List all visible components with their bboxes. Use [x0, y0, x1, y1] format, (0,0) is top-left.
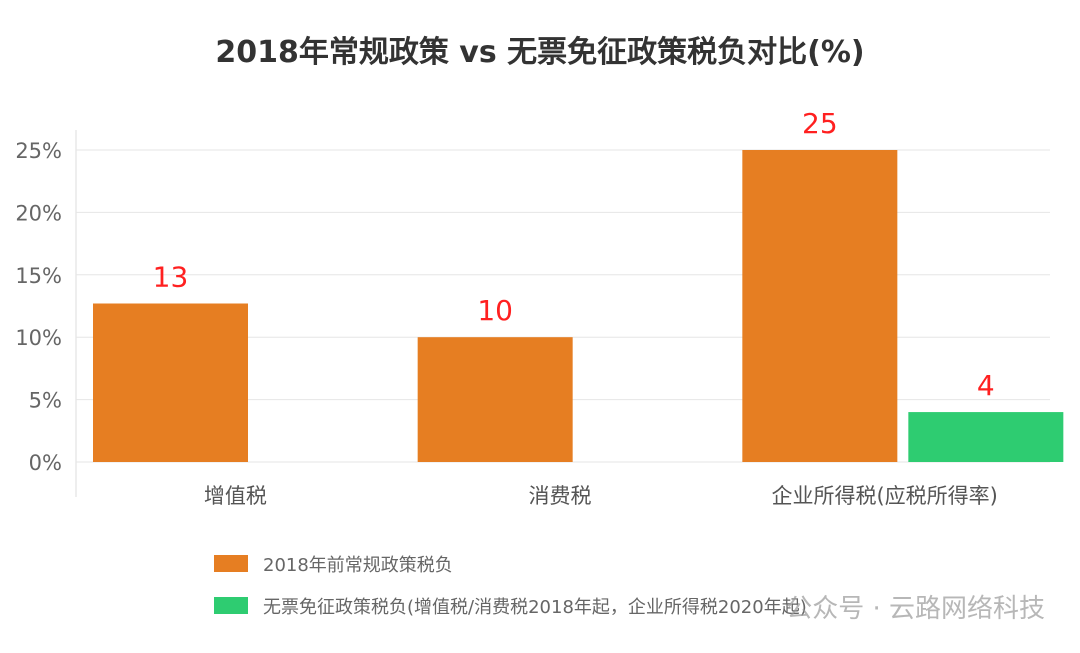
bar [742, 150, 898, 462]
y-tick-label: 0% [29, 451, 62, 475]
x-tick-label: 企业所得税(应税所得率) [771, 484, 997, 508]
y-tick-label: 10% [15, 326, 62, 350]
data-label: 4 [977, 369, 995, 402]
legend-label: 2018年前常规政策税负 [263, 555, 453, 576]
chart-title: 2018年常规政策 vs 无票免征政策税负对比(%) [215, 35, 864, 70]
y-tick-label: 15% [15, 264, 62, 288]
y-tick-label: 20% [15, 201, 62, 225]
x-tick-label: 增值税 [204, 484, 267, 508]
bar [908, 412, 1064, 462]
y-tick-label: 5% [29, 389, 62, 413]
x-tick-label: 消费税 [529, 484, 592, 508]
y-tick-label: 25% [15, 139, 62, 163]
watermark: 公众号 · 云路网络科技 [786, 594, 1045, 624]
data-label: 25 [802, 107, 838, 140]
data-label: 10 [477, 294, 513, 327]
bar [417, 337, 573, 462]
bar [93, 303, 248, 462]
legend-swatch [214, 555, 248, 572]
data-label: 13 [153, 261, 189, 294]
legend-label: 无票免征政策税负(增值税/消费税2018年起，企业所得税2020年起) [263, 597, 807, 618]
legend-swatch [214, 597, 248, 614]
